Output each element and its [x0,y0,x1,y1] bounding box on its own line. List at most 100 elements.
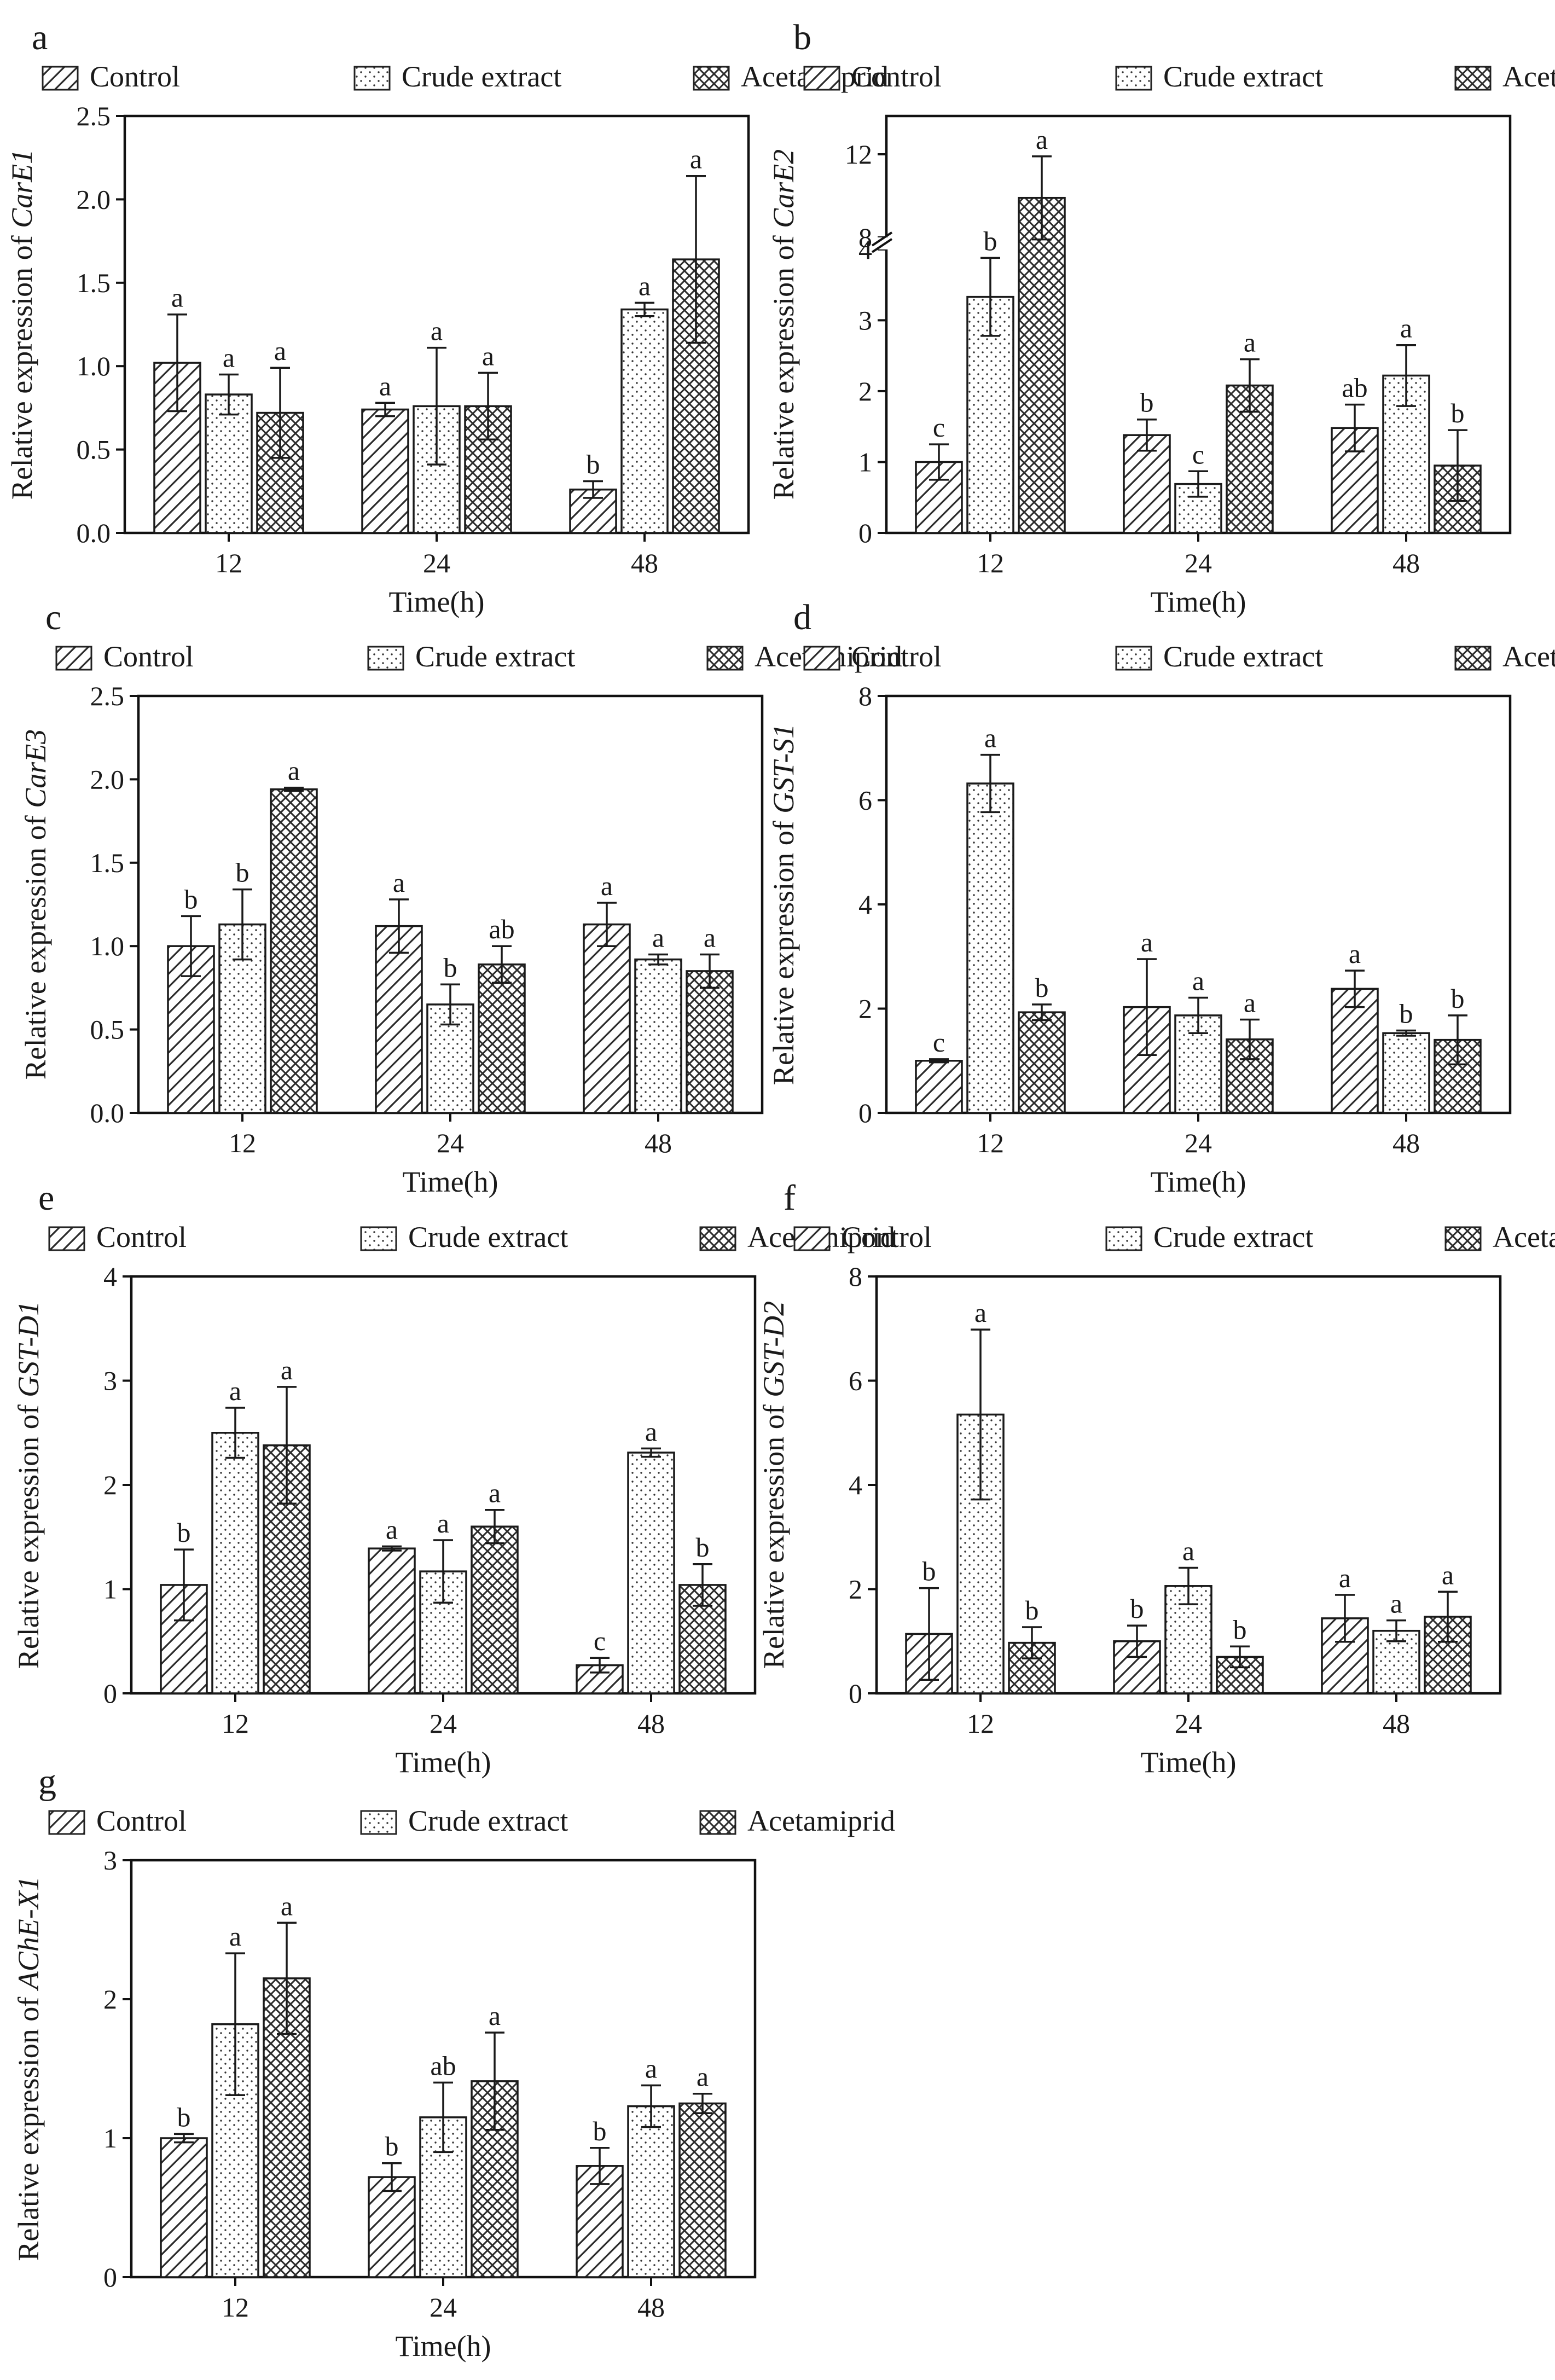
y-tick-label: 4 [103,1261,117,1292]
significance-letter: a [984,723,996,753]
panel-label: f [784,1178,796,1218]
x-tick-label: 24 [430,1708,457,1739]
significance-letter: a [437,1508,449,1539]
legend-label: Control [90,60,180,93]
y-tick-label: 1.0 [77,351,111,381]
y-tick-label: 2 [858,994,872,1024]
significance-letter: a [1141,927,1153,957]
significance-letter: a [171,282,183,313]
x-axis-label: Time(h) [1150,1165,1246,1198]
significance-letter: a [274,335,286,366]
bar-acetamiprid-12 [1018,1011,1066,1114]
significance-letter: a [1339,1563,1351,1593]
significance-letter: a [431,316,443,346]
y-tick-label: 2 [858,376,872,407]
bar-control-48 [1331,988,1379,1114]
bar-acetamiprid-24 [478,963,526,1114]
significance-letter: a [379,370,391,401]
x-tick-label: 12 [967,1708,994,1739]
y-tick-label: 8 [849,1261,862,1292]
significance-letter: a [223,342,235,373]
y-tick-label: 0.0 [77,518,111,548]
legend-label: Crude extract [1163,640,1323,673]
y-tick-label: 3 [858,305,872,335]
significance-letter: b [1025,1595,1039,1626]
significance-letter: b [177,2102,191,2132]
bar-control-12 [160,2137,208,2278]
bar-crude-extract-48 [634,958,682,1114]
significance-letter: a [489,1478,501,1508]
significance-letter: a [690,144,702,175]
y-tick-label: 1 [103,1574,117,1605]
significance-letter: a [482,340,494,371]
bar-control-12 [915,1060,963,1114]
x-tick-label: 48 [637,2292,665,2323]
x-tick-label: 24 [1185,548,1212,578]
legend-label: Crude extract [415,640,575,673]
legend-label: Acetamiprid [1502,60,1555,93]
legend-swatch-2 [706,646,744,671]
x-tick-label: 12 [977,1128,1004,1158]
y-tick-label: 0 [103,1678,117,1709]
legend-label: Crude extract [408,1804,568,1837]
bar-crude-extract-48 [1382,1032,1430,1114]
y-tick-label: 3 [103,1845,117,1876]
x-tick-label: 48 [645,1128,672,1158]
significance-letter: b [1140,387,1154,418]
significance-letter: c [933,1027,945,1058]
significance-letter: a [489,2000,501,2031]
y-tick-label: 2 [849,1574,862,1605]
legend-swatch-0 [803,646,840,671]
axis-break-mark [871,231,893,247]
x-tick-label: 48 [1392,548,1420,578]
x-tick-label: 48 [637,1708,665,1739]
y-tick-label: 0 [103,2262,117,2292]
bar-control-24 [368,2176,416,2278]
bar-acetamiprid-48 [686,970,734,1114]
significance-letter: b [696,1532,710,1563]
legend-label: Control [851,60,942,93]
significance-letter: a [1390,1588,1402,1619]
x-tick-label: 48 [1383,1708,1410,1739]
y-tick-label: 1 [858,446,872,477]
significance-letter: a [1192,965,1204,996]
y-axis-label-prefix: Relative expression of [19,808,52,1079]
panel-label: g [38,1762,56,1802]
x-tick-label: 12 [229,1128,256,1158]
legend-swatch-0 [803,66,840,91]
y-axis-label-gene: CarE1 [5,149,38,228]
panel-label: a [32,18,48,57]
y-tick-label: 12 [845,139,872,170]
legend-label: Control [842,1221,932,1253]
x-tick-label: 24 [437,1128,464,1158]
legend-label: Acetamiprid [1502,640,1555,673]
bar-acetamiprid-12 [1018,196,1066,534]
panel-label: e [38,1178,54,1218]
y-axis-label: Relative expression of CarE3 [19,729,52,1079]
significance-letter: ab [1342,373,1367,403]
x-axis-label: Time(h) [402,1165,498,1198]
y-axis-label-gene: GST-S1 [767,724,800,814]
y-axis-label: Relative expression of CarE1 [5,149,38,500]
legend-swatch-1 [367,646,404,671]
y-axis-label-gene: GST-D2 [757,1301,790,1397]
significance-letter: c [594,1626,606,1656]
significance-letter: b [593,2116,607,2146]
axis-break-mark [871,238,893,253]
y-tick-label: 1 [103,2123,117,2153]
significance-letter: b [587,449,600,480]
x-tick-label: 12 [222,1708,249,1739]
y-axis-label-prefix: Relative expression of [12,1397,45,1669]
bar-crude-extract-12 [205,393,253,534]
bar-control-48 [583,923,631,1114]
bar-crude-extract-48 [627,1452,675,1694]
y-axis-label-gene: CarE3 [19,729,52,808]
legend-swatch-0 [42,66,79,91]
x-axis-label: Time(h) [395,1746,491,1779]
